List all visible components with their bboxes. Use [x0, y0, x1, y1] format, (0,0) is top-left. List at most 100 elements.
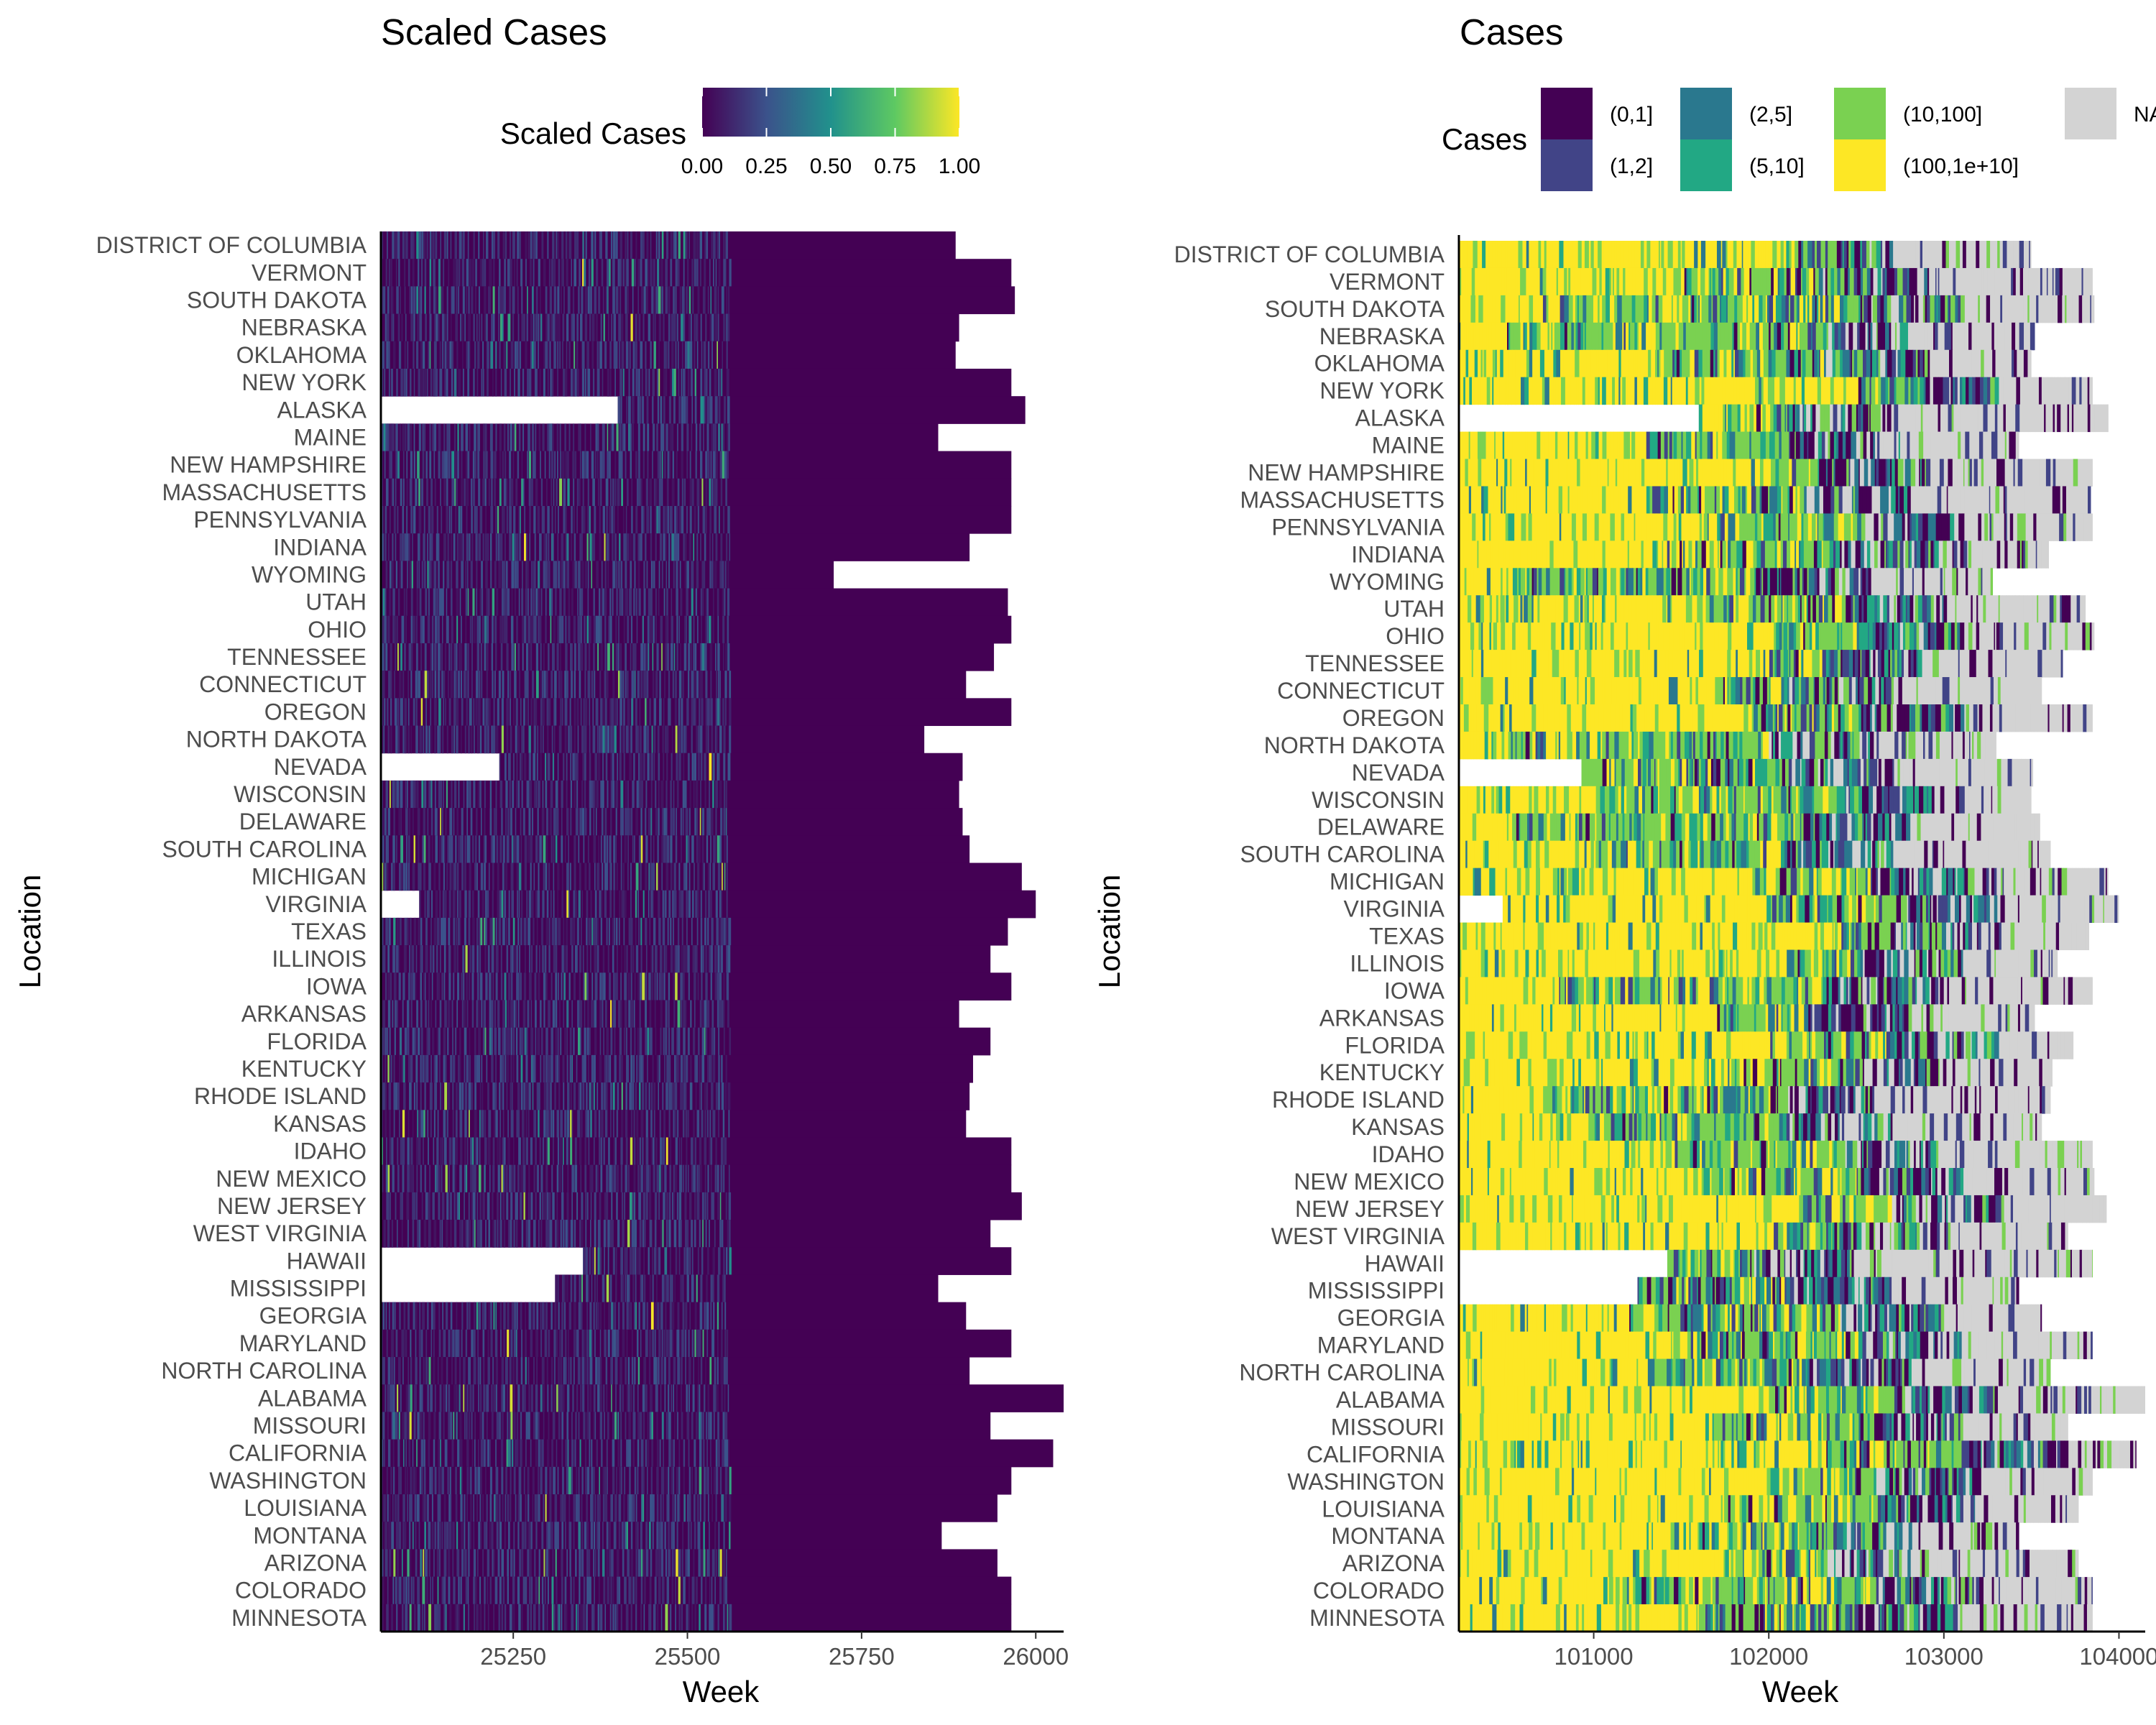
left-streak	[398, 1412, 400, 1440]
left-streak	[476, 368, 479, 397]
left-streak	[543, 1000, 545, 1029]
left-streak	[639, 1027, 642, 1056]
left-streak	[619, 368, 622, 397]
left-streak	[676, 615, 678, 644]
left-streak	[393, 1549, 396, 1578]
left-streak	[535, 890, 537, 919]
left-streak	[604, 1604, 607, 1632]
left-streak	[448, 1384, 451, 1412]
left-streak	[596, 780, 599, 809]
left-streak	[633, 1000, 635, 1029]
left-streak	[479, 1082, 482, 1110]
left-streak	[625, 890, 627, 919]
left-streak	[550, 615, 552, 644]
left-streak	[461, 341, 464, 369]
left-streak	[712, 1054, 716, 1083]
left-streak	[521, 1329, 522, 1358]
left-streak	[686, 1384, 688, 1412]
left-streak	[688, 1357, 691, 1385]
left-streak	[442, 1302, 444, 1330]
left-streak	[433, 862, 436, 891]
left-streak	[561, 808, 563, 836]
left-streak	[464, 862, 466, 891]
left-streak	[442, 917, 446, 946]
left-streak	[646, 643, 649, 671]
left-streak	[628, 725, 630, 754]
left-streak	[418, 835, 420, 864]
left-streak	[662, 1576, 665, 1605]
left-streak	[531, 286, 534, 315]
left-streak	[724, 1412, 728, 1440]
left-streak	[635, 1274, 637, 1303]
left-streak	[443, 835, 445, 864]
left-streak	[604, 1302, 606, 1330]
left-streak	[489, 808, 492, 836]
left-streak	[529, 505, 531, 534]
left-streak	[576, 231, 579, 259]
left-streak	[446, 478, 448, 507]
left-streak	[577, 1357, 581, 1385]
left-streak	[699, 1412, 701, 1440]
left-streak	[717, 1384, 719, 1412]
left-streak	[655, 1549, 658, 1578]
left-streak	[413, 1082, 416, 1110]
left-streak	[548, 945, 550, 973]
left-streak	[455, 643, 458, 671]
left-streak	[506, 341, 508, 369]
left-streak	[533, 698, 535, 727]
left-streak	[387, 698, 389, 727]
left-location-label: MONTANA	[253, 1522, 367, 1548]
left-streak	[440, 808, 441, 836]
left-streak	[469, 862, 471, 891]
left-streak	[634, 1220, 637, 1248]
left-streak	[512, 1027, 515, 1056]
left-streak	[701, 1247, 704, 1275]
left-streak	[515, 1494, 517, 1522]
left-streak	[450, 561, 453, 589]
left-streak	[683, 231, 686, 259]
left-streak	[541, 1439, 544, 1468]
left-streak	[495, 1110, 498, 1138]
left-streak	[494, 1054, 497, 1083]
left-streak	[618, 1494, 622, 1522]
left-streak	[439, 1384, 442, 1412]
left-streak	[696, 808, 699, 836]
left-streak	[451, 505, 453, 534]
left-streak	[617, 1329, 619, 1358]
left-streak	[530, 835, 533, 864]
left-streak	[510, 368, 511, 397]
left-streak	[564, 725, 567, 754]
left-streak	[666, 1054, 670, 1083]
left-streak	[393, 917, 396, 946]
left-streak	[456, 561, 459, 589]
left-streak	[646, 561, 648, 589]
left-streak	[569, 1549, 571, 1578]
left-streak	[664, 890, 667, 919]
left-streak	[718, 396, 721, 424]
left-streak	[560, 286, 562, 315]
left-streak	[594, 972, 598, 1000]
left-streak	[381, 1164, 384, 1193]
left-streak	[706, 1000, 710, 1029]
left-streak	[515, 1000, 517, 1029]
left-streak	[496, 835, 499, 864]
left-streak	[457, 1054, 461, 1083]
left-streak	[443, 1027, 446, 1056]
left-streak	[512, 231, 515, 259]
left-streak	[443, 1110, 445, 1138]
left-streak	[420, 1439, 424, 1468]
left-streak	[462, 972, 465, 1000]
left-streak	[521, 313, 524, 342]
left-streak	[608, 1522, 612, 1550]
left-streak	[568, 1302, 572, 1330]
left-streak	[626, 396, 628, 424]
left-streak	[655, 231, 658, 259]
left-streak	[645, 1192, 648, 1220]
left-streak	[604, 890, 607, 919]
left-streak	[503, 1137, 506, 1166]
left-streak	[665, 1302, 667, 1330]
left-streak	[515, 1357, 518, 1385]
left-streak	[570, 780, 573, 809]
left-streak	[713, 1412, 715, 1440]
left-streak	[672, 313, 675, 342]
